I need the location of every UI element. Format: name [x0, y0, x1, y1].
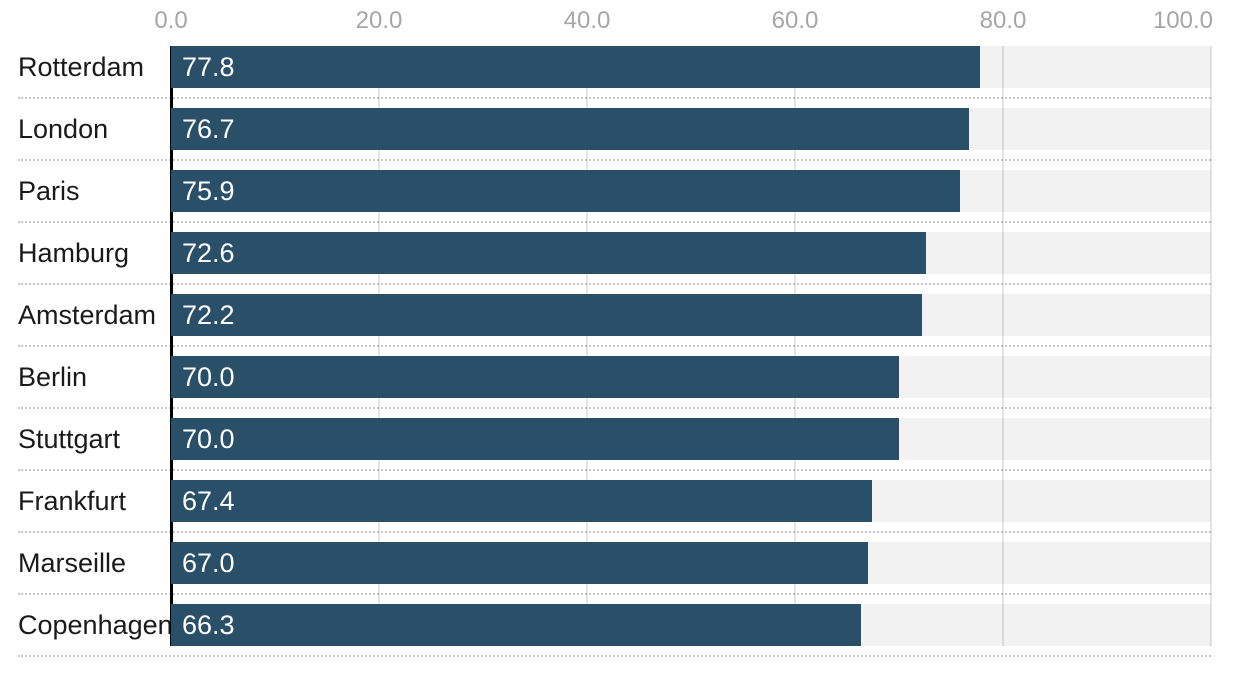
row-plot: 72.2 [171, 284, 1236, 346]
chart-row: Frankfurt 67.4 [0, 470, 1236, 533]
row-plot: 67.0 [171, 532, 1236, 594]
bar: 70.0 [171, 356, 899, 398]
x-axis-tick-label: 40.0 [563, 7, 611, 34]
x-axis-tick-label: 0.0 [154, 7, 188, 34]
category-label: Hamburg [18, 238, 130, 268]
bar-value-label: 66.3 [182, 609, 235, 640]
row-plot: 76.7 [171, 98, 1236, 160]
category-label: Copenhagen [18, 610, 171, 640]
bar: 70.0 [171, 418, 899, 460]
row-plot: 67.4 [171, 470, 1236, 532]
chart-row: Stuttgart 70.0 [0, 408, 1236, 471]
category-label: Amsterdam [18, 300, 157, 330]
bar: 75.9 [171, 170, 961, 212]
bar-value-label: 72.6 [182, 237, 235, 268]
bar-value-label: 76.7 [182, 113, 235, 144]
bar-value-label: 72.2 [182, 299, 235, 330]
bar: 67.0 [171, 542, 868, 584]
x-axis-tick-label: 80.0 [979, 7, 1027, 34]
category-label: London [18, 114, 109, 144]
row-plot: 70.0 [171, 346, 1236, 408]
bar: 76.7 [171, 108, 969, 150]
row-plot: 75.9 [171, 160, 1236, 222]
x-axis-tick-label: 20.0 [355, 7, 403, 34]
plot-area: Rotterdam 77.8 London 76.7 Paris 75.9 Ha… [0, 36, 1236, 657]
chart-row: Copenhagen 66.3 [0, 594, 1236, 657]
bar-value-label: 67.4 [182, 485, 235, 516]
bar: 66.3 [171, 604, 861, 646]
x-axis-tick-label: 100.0 [1152, 7, 1213, 34]
bar-value-label: 67.0 [182, 547, 235, 578]
row-plot: 72.6 [171, 222, 1236, 284]
row-plot: 70.0 [171, 408, 1236, 470]
chart-row: London 76.7 [0, 98, 1236, 161]
x-axis-tick-label: 60.0 [771, 7, 819, 34]
category-label: Berlin [18, 362, 88, 392]
chart-row: Amsterdam 72.2 [0, 284, 1236, 347]
bar: 72.2 [171, 294, 922, 336]
bar: 67.4 [171, 480, 872, 522]
bar: 72.6 [171, 232, 927, 274]
category-label: Rotterdam [18, 52, 145, 82]
chart-row: Paris 75.9 [0, 160, 1236, 223]
x-axis: 0.0 20.0 40.0 60.0 80.0 100.0 [0, 0, 1236, 36]
chart-row: Rotterdam 77.8 [0, 36, 1236, 99]
bar: 77.8 [171, 46, 981, 88]
category-label: Stuttgart [18, 424, 121, 454]
category-label: Paris [18, 176, 80, 206]
row-plot: 77.8 [171, 36, 1236, 98]
chart-row: Hamburg 72.6 [0, 222, 1236, 285]
bar-value-label: 70.0 [182, 423, 235, 454]
bar-value-label: 77.8 [182, 51, 235, 82]
chart-row: Berlin 70.0 [0, 346, 1236, 409]
chart-row: Marseille 67.0 [0, 532, 1236, 595]
category-label: Frankfurt [18, 486, 127, 516]
bar-value-label: 75.9 [182, 175, 235, 206]
bar-value-label: 70.0 [182, 361, 235, 392]
category-label: Marseille [18, 548, 127, 578]
row-plot: 66.3 [171, 594, 1236, 656]
